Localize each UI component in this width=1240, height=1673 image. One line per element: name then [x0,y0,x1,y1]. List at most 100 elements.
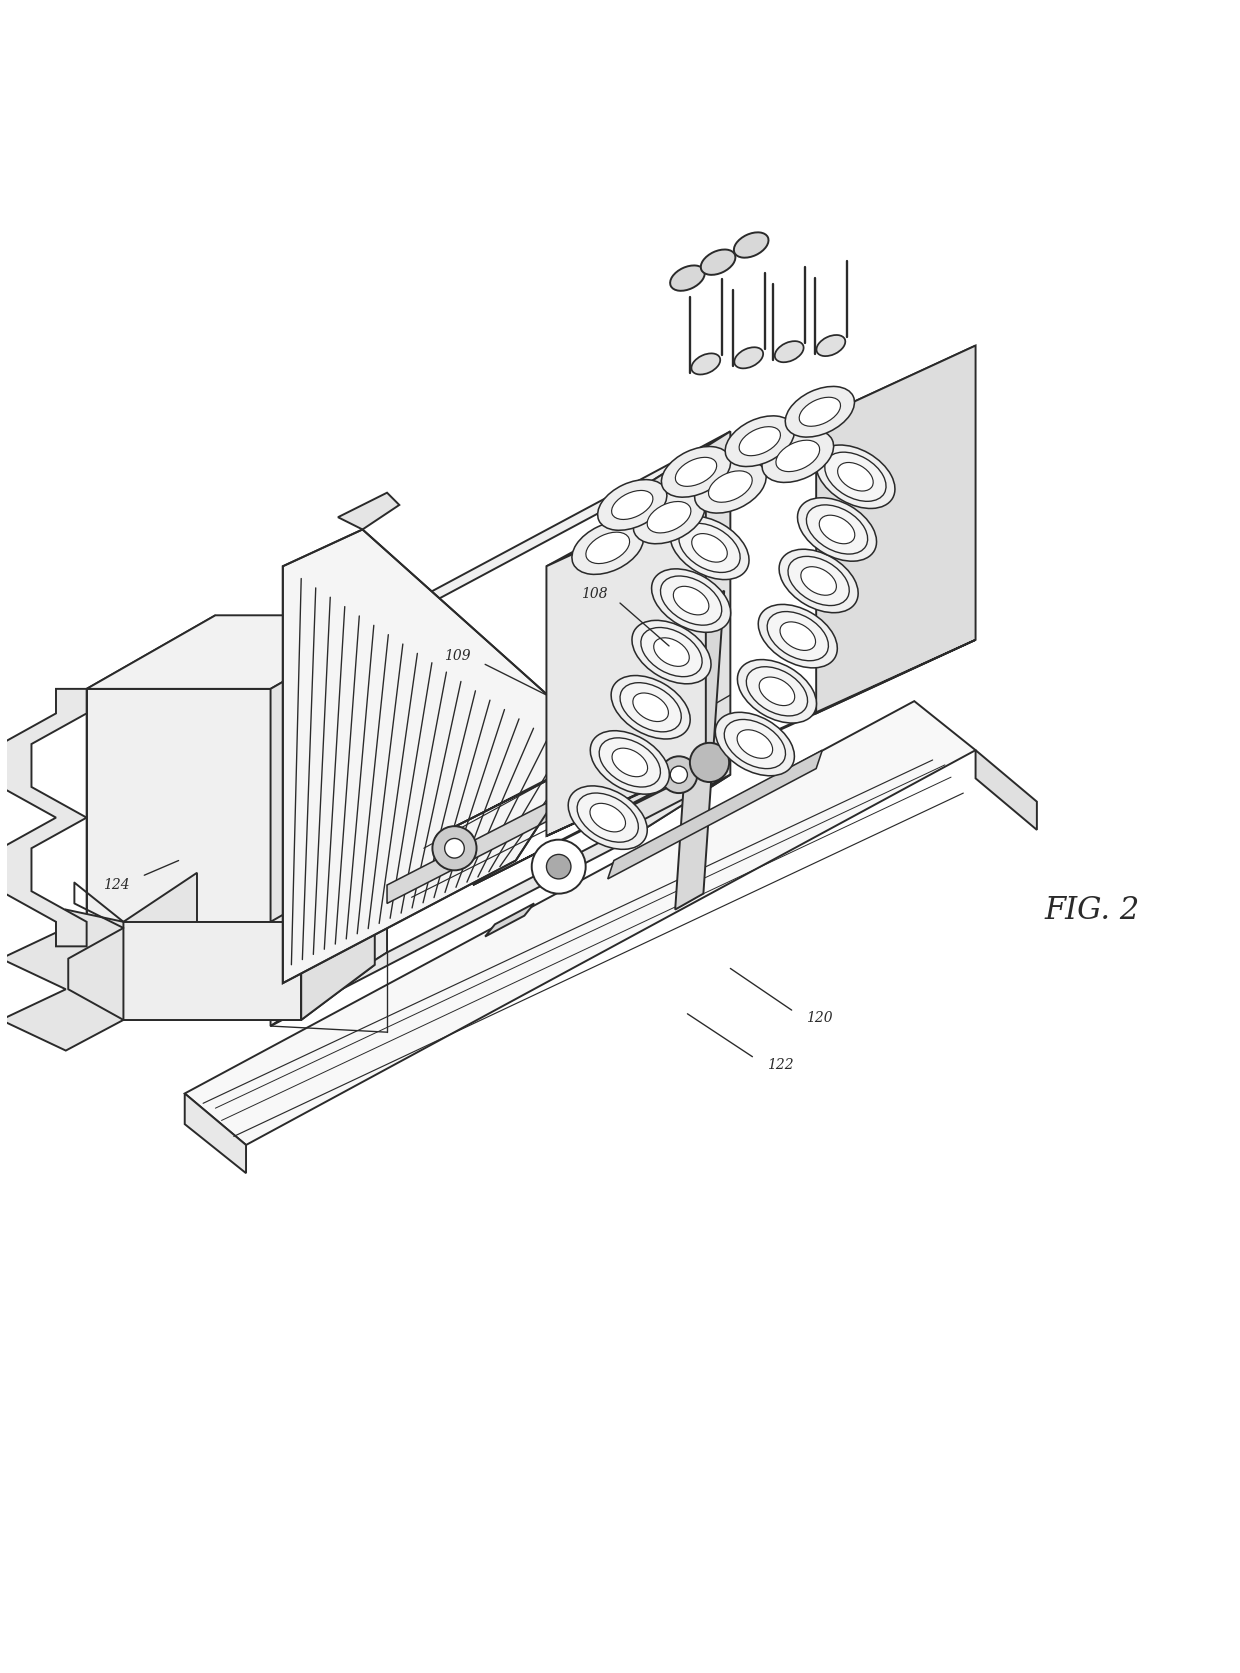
Ellipse shape [775,341,804,363]
Ellipse shape [806,505,868,555]
Circle shape [671,766,687,785]
Polygon shape [185,1094,246,1173]
Ellipse shape [801,567,837,596]
Polygon shape [816,346,976,714]
Circle shape [547,855,570,880]
Ellipse shape [653,639,689,668]
Ellipse shape [779,550,858,614]
Ellipse shape [838,463,873,492]
Ellipse shape [670,266,704,291]
Ellipse shape [590,731,670,795]
Ellipse shape [816,336,846,356]
Ellipse shape [734,348,763,370]
Polygon shape [485,903,534,937]
Ellipse shape [692,534,728,562]
Polygon shape [339,494,399,530]
Ellipse shape [759,678,795,706]
Ellipse shape [661,447,730,499]
Polygon shape [87,689,270,922]
Polygon shape [614,432,730,848]
Ellipse shape [776,442,820,472]
Ellipse shape [568,786,647,850]
Ellipse shape [678,524,740,574]
Text: 109: 109 [444,647,470,663]
Ellipse shape [673,587,709,616]
Polygon shape [436,719,663,836]
Polygon shape [87,616,216,922]
Ellipse shape [825,453,887,502]
Polygon shape [270,616,387,1027]
Text: 108: 108 [582,587,608,601]
Text: FIG. 2: FIG. 2 [1044,895,1140,925]
Ellipse shape [577,793,639,843]
Ellipse shape [797,499,877,562]
Text: 122: 122 [768,1057,794,1071]
Ellipse shape [816,445,895,509]
Text: 120: 120 [806,1010,833,1026]
Polygon shape [124,922,301,1021]
Polygon shape [185,701,976,1146]
Ellipse shape [715,713,795,776]
Ellipse shape [599,738,661,788]
Ellipse shape [670,517,749,581]
Polygon shape [270,616,399,922]
Ellipse shape [701,251,735,276]
Ellipse shape [661,577,722,626]
Ellipse shape [611,676,691,739]
Ellipse shape [800,398,841,427]
Ellipse shape [651,569,730,632]
Ellipse shape [708,472,753,504]
Ellipse shape [613,750,647,778]
Polygon shape [124,873,197,1021]
Ellipse shape [761,430,833,483]
Ellipse shape [641,627,702,678]
Polygon shape [547,346,976,567]
Ellipse shape [746,668,807,716]
Ellipse shape [820,515,854,544]
Polygon shape [301,848,374,1021]
Polygon shape [283,530,595,984]
Ellipse shape [737,731,773,760]
Ellipse shape [585,532,630,564]
Ellipse shape [632,621,711,684]
Polygon shape [124,965,374,1021]
Ellipse shape [694,460,766,514]
Polygon shape [387,770,614,903]
Circle shape [689,743,729,783]
Ellipse shape [780,622,816,651]
Ellipse shape [632,694,668,723]
Ellipse shape [725,417,795,467]
Polygon shape [547,641,976,836]
Ellipse shape [787,557,849,606]
Polygon shape [270,432,730,689]
Ellipse shape [611,492,653,520]
Ellipse shape [758,606,837,669]
Ellipse shape [572,522,644,576]
Polygon shape [1,910,124,1051]
Circle shape [532,840,585,893]
Ellipse shape [634,492,704,544]
Polygon shape [976,751,1037,830]
Ellipse shape [692,355,720,375]
Polygon shape [87,616,399,689]
Ellipse shape [738,661,816,724]
Circle shape [433,826,476,872]
Polygon shape [1,689,87,947]
Ellipse shape [734,233,769,259]
Circle shape [661,756,697,793]
Polygon shape [472,770,699,885]
Ellipse shape [620,683,681,733]
Ellipse shape [768,612,828,661]
Polygon shape [675,592,724,910]
Ellipse shape [739,427,780,457]
Ellipse shape [590,803,625,833]
Polygon shape [270,775,730,1027]
Circle shape [445,838,464,858]
Ellipse shape [647,502,691,534]
Text: 124: 124 [103,877,129,892]
Ellipse shape [785,386,854,438]
Ellipse shape [598,480,667,530]
Ellipse shape [724,719,785,770]
Ellipse shape [676,458,717,487]
Polygon shape [547,494,706,836]
